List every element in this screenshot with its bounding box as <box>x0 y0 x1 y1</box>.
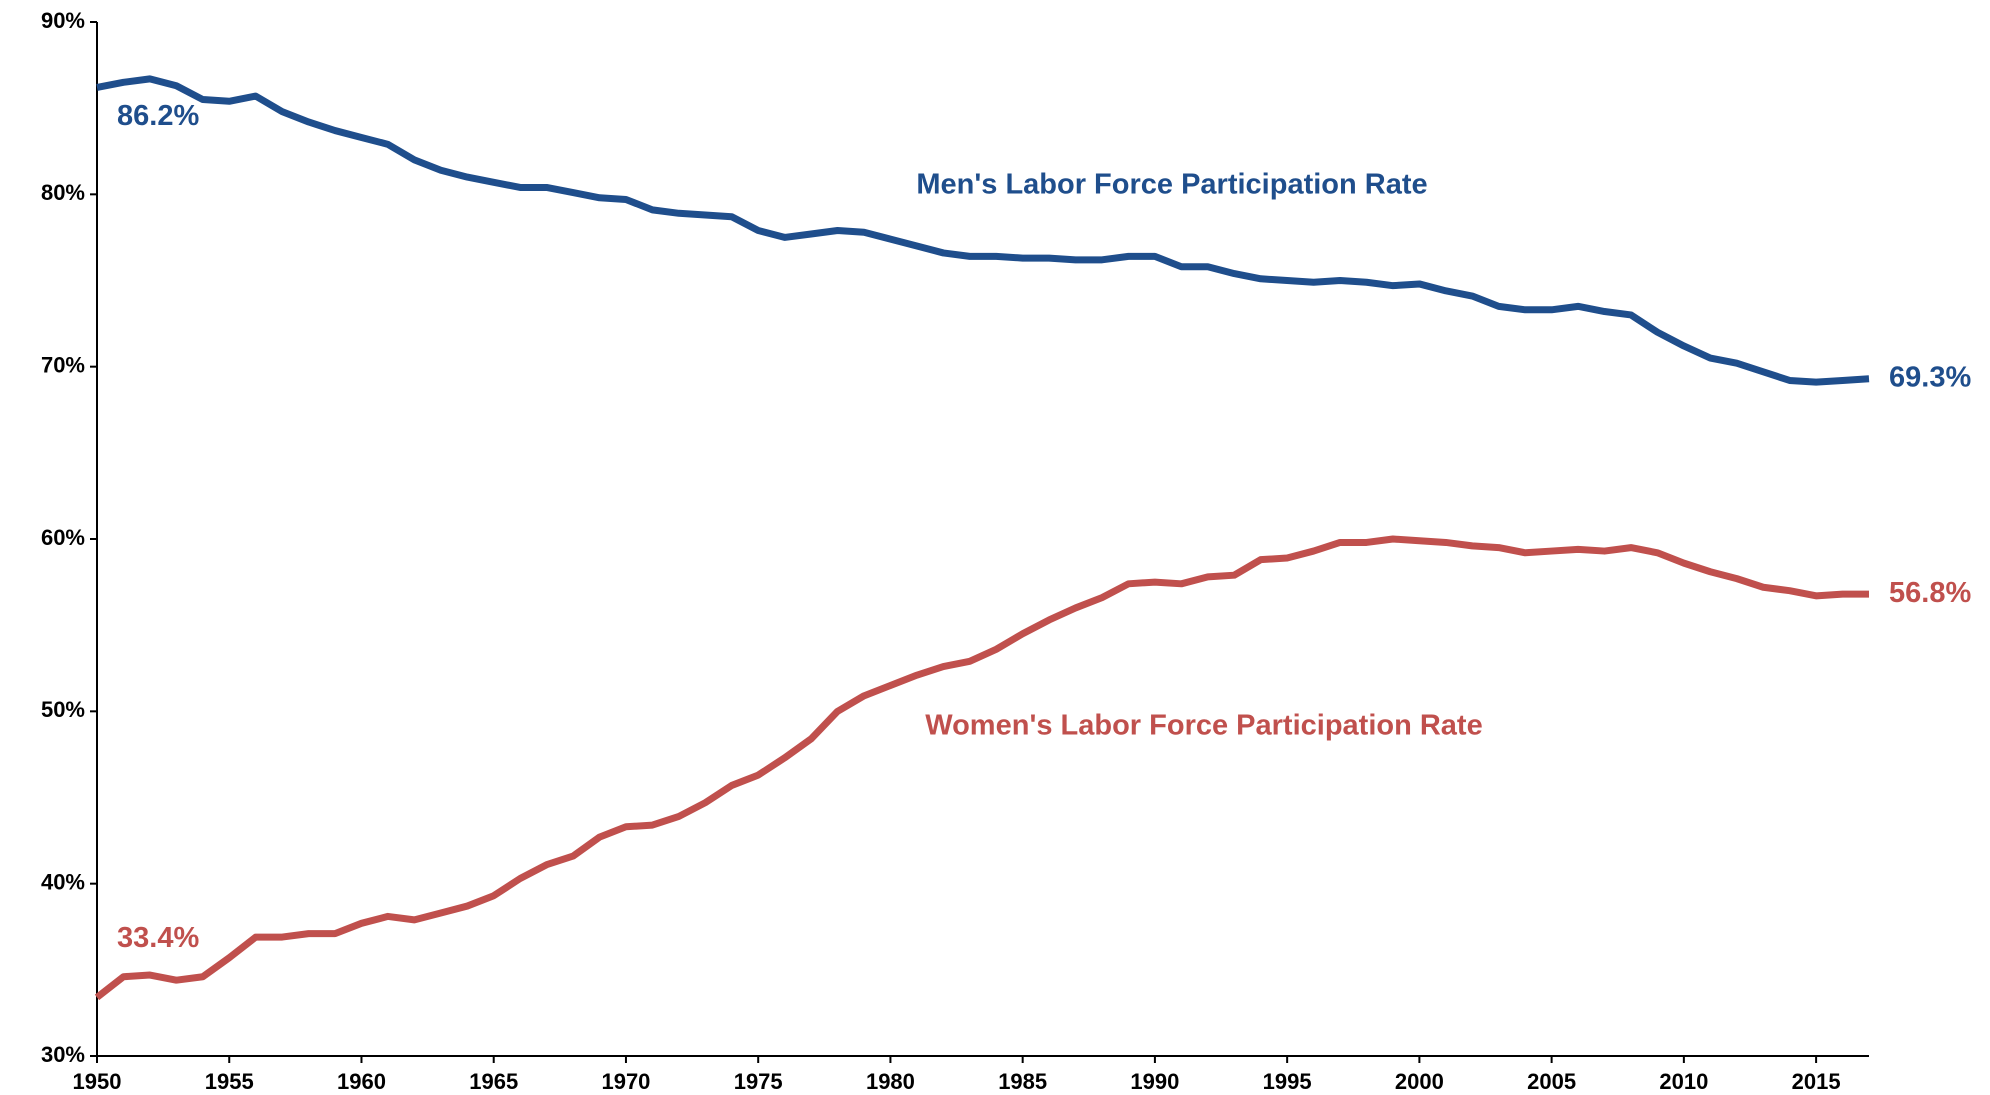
x-tick-label: 1990 <box>1130 1069 1179 1094</box>
x-tick-label: 1970 <box>601 1069 650 1094</box>
x-tick-label: 1975 <box>734 1069 783 1094</box>
series-label: Women's Labor Force Participation Rate <box>925 710 1482 742</box>
x-tick-label: 1950 <box>73 1069 122 1094</box>
x-tick-label: 1995 <box>1263 1069 1312 1094</box>
x-tick-label: 1955 <box>205 1069 254 1094</box>
series-line <box>96 75 1870 386</box>
y-tick-label: 50% <box>41 697 85 722</box>
y-tick-label: 70% <box>41 352 85 377</box>
series-label: Men's Labor Force Participation Rate <box>916 169 1427 201</box>
x-tick-label: 1965 <box>469 1069 518 1094</box>
x-tick-label: 2000 <box>1395 1069 1444 1094</box>
y-tick-label: 30% <box>41 1042 85 1067</box>
x-tick-label: 2015 <box>1792 1069 1841 1094</box>
series-line <box>94 535 1869 1001</box>
x-tick-label: 2010 <box>1659 1069 1708 1094</box>
y-tick-label: 90% <box>41 8 85 33</box>
x-tick-label: 2005 <box>1527 1069 1576 1094</box>
x-tick-label: 1960 <box>337 1069 386 1094</box>
x-tick-label: 1980 <box>866 1069 915 1094</box>
y-tick-label: 40% <box>41 869 85 894</box>
y-tick-label: 60% <box>41 525 85 550</box>
value-label: 86.2% <box>117 100 199 132</box>
value-label: 69.3% <box>1889 361 1971 393</box>
value-label: 33.4% <box>117 922 199 954</box>
y-tick-label: 80% <box>41 180 85 205</box>
value-label: 56.8% <box>1889 577 1971 609</box>
x-tick-label: 1985 <box>998 1069 1047 1094</box>
